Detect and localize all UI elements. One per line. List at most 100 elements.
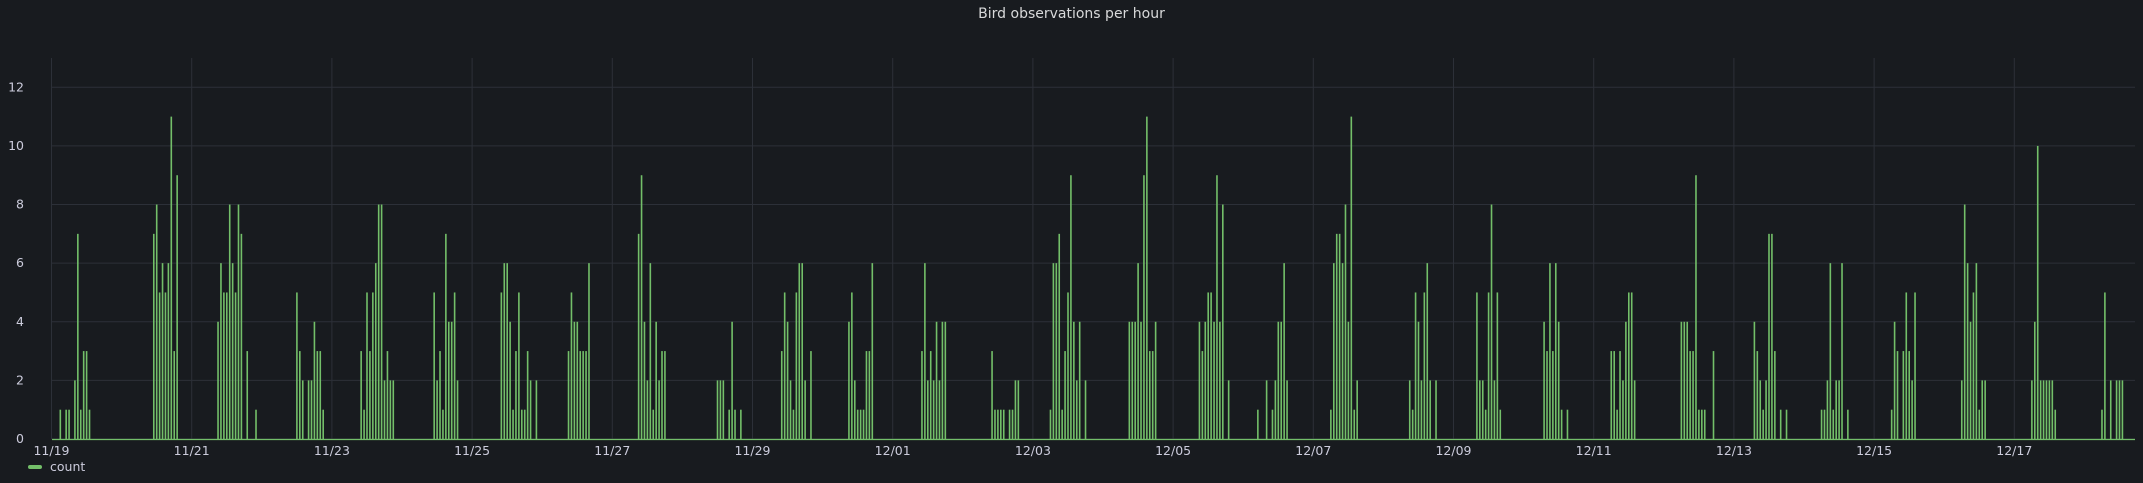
bar [1210, 292, 1212, 439]
bar [941, 321, 944, 439]
bar [1148, 351, 1151, 439]
bar [296, 292, 298, 439]
bar [783, 292, 786, 439]
bar [1554, 263, 1557, 439]
bar [1960, 380, 1963, 439]
bar [1411, 409, 1414, 439]
x-tick-label: 12/01 [875, 443, 911, 458]
bar [1841, 263, 1843, 439]
bar [640, 175, 643, 439]
bar [2104, 292, 2106, 439]
bar [1049, 409, 1052, 439]
bar [1963, 204, 1966, 439]
bar [994, 409, 996, 439]
bar [1823, 409, 1826, 439]
bar [731, 321, 733, 439]
bar [848, 321, 850, 439]
bar [865, 351, 868, 439]
bar [652, 409, 655, 439]
x-tick-label: 12/07 [1295, 443, 1331, 458]
bar [1832, 409, 1835, 439]
y-tick-label: 2 [16, 372, 24, 387]
legend-label: count [50, 459, 86, 474]
bar [2039, 380, 2042, 439]
bar [1633, 380, 1636, 439]
bar [1692, 351, 1694, 439]
bar [1911, 380, 1913, 439]
bar [1969, 321, 1972, 439]
bar [1341, 263, 1344, 439]
bar [1493, 380, 1496, 439]
bar [1280, 321, 1283, 439]
bar [1356, 380, 1358, 439]
bar [1017, 380, 1020, 439]
bar [1481, 380, 1484, 439]
bar [1549, 263, 1551, 439]
bar [655, 321, 657, 439]
bar [938, 380, 941, 439]
bar [1847, 409, 1849, 439]
bar [322, 409, 324, 439]
bar [1417, 321, 1420, 439]
bar [2036, 145, 2039, 439]
bar [158, 292, 161, 439]
bar [1616, 409, 1618, 439]
bar [1067, 292, 1069, 439]
bar [1075, 380, 1078, 439]
bar [521, 409, 523, 439]
bar [74, 380, 76, 439]
y-tick-label: 12 [8, 79, 24, 94]
bar [1078, 321, 1081, 439]
bar [1759, 380, 1762, 439]
bar [161, 263, 164, 439]
x-tick-label: 12/17 [1996, 443, 2032, 458]
bar [299, 351, 301, 439]
legend[interactable]: count [28, 459, 85, 474]
bar [1902, 351, 1905, 439]
bar [1479, 380, 1481, 439]
x-tick-label: 12/05 [1155, 443, 1191, 458]
bar [377, 204, 380, 439]
bar [1350, 116, 1353, 439]
bar [789, 380, 792, 439]
bar [1219, 321, 1221, 439]
bar [1560, 409, 1563, 439]
bar [658, 380, 660, 439]
bar [1061, 409, 1063, 439]
bar [79, 409, 82, 439]
bar [439, 351, 441, 439]
bar [661, 351, 663, 439]
bar [1896, 351, 1899, 439]
bar [1619, 351, 1621, 439]
bar [1774, 351, 1776, 439]
bar [1984, 380, 1986, 439]
bar [1630, 292, 1633, 439]
bar [88, 409, 91, 439]
x-tick-label: 11/19 [33, 443, 69, 458]
bar [1134, 321, 1136, 439]
bar [1058, 233, 1061, 439]
bar [1055, 263, 1058, 439]
x-tick-label: 11/29 [734, 443, 770, 458]
bar [579, 351, 582, 439]
bar [588, 263, 590, 439]
bar [1487, 292, 1490, 439]
x-tick-label: 11/25 [454, 443, 490, 458]
bar [1011, 409, 1014, 439]
bar [374, 263, 377, 439]
bar [2042, 380, 2045, 439]
bar [1435, 380, 1437, 439]
bar [307, 380, 310, 439]
bar [1826, 380, 1829, 439]
bar [445, 233, 447, 439]
bar [649, 263, 652, 439]
bar [1429, 380, 1431, 439]
bar [1557, 321, 1560, 439]
bar [1008, 409, 1011, 439]
bar [1698, 409, 1700, 439]
bar [436, 380, 438, 439]
bar [1131, 321, 1134, 439]
bar [310, 380, 313, 439]
bar [1966, 263, 1969, 439]
bar [728, 409, 730, 439]
